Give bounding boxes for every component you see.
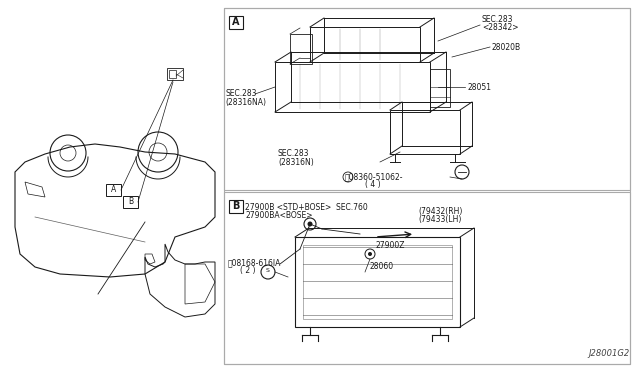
- Text: (28316NA): (28316NA): [225, 97, 266, 106]
- Text: 08360-51062-: 08360-51062-: [345, 173, 403, 182]
- Text: 28060: 28060: [370, 262, 394, 271]
- Text: 27900BA<BOSE>: 27900BA<BOSE>: [245, 211, 312, 220]
- Text: <28342>: <28342>: [482, 23, 518, 32]
- Text: A: A: [232, 17, 240, 27]
- Text: SEC.283: SEC.283: [482, 16, 513, 25]
- Text: B: B: [128, 198, 133, 206]
- Circle shape: [307, 221, 312, 227]
- Bar: [106, 184, 121, 196]
- Text: (28316N): (28316N): [278, 157, 314, 167]
- Text: A: A: [111, 186, 116, 195]
- Bar: [229, 16, 243, 29]
- Text: 27900Z: 27900Z: [375, 241, 404, 250]
- Text: SEC.283: SEC.283: [278, 150, 310, 158]
- Text: ( 2 ): ( 2 ): [240, 266, 255, 275]
- Bar: [167, 68, 183, 80]
- Bar: [229, 199, 243, 212]
- Bar: [169, 70, 176, 78]
- Bar: [123, 196, 138, 208]
- Bar: [224, 8, 630, 364]
- Text: B: B: [232, 201, 240, 211]
- Text: 27900B <STD+BOSE>  SEC.760: 27900B <STD+BOSE> SEC.760: [245, 203, 368, 212]
- Bar: [430, 69, 450, 107]
- Text: (79433(LH): (79433(LH): [418, 215, 461, 224]
- Bar: [224, 192, 630, 364]
- Bar: [295, 237, 460, 327]
- Text: S: S: [266, 269, 270, 273]
- Text: (79432(RH): (79432(RH): [418, 207, 462, 216]
- Bar: [290, 34, 312, 64]
- Bar: [224, 8, 630, 190]
- Bar: [303, 245, 452, 319]
- Text: 08168-616IA: 08168-616IA: [228, 258, 282, 267]
- Text: 28051: 28051: [467, 83, 491, 92]
- Text: SEC.283: SEC.283: [225, 90, 257, 99]
- Text: ( 4 ): ( 4 ): [365, 180, 381, 189]
- Text: J28001G2: J28001G2: [589, 349, 630, 358]
- Text: 28020B: 28020B: [492, 42, 521, 51]
- Circle shape: [368, 252, 372, 256]
